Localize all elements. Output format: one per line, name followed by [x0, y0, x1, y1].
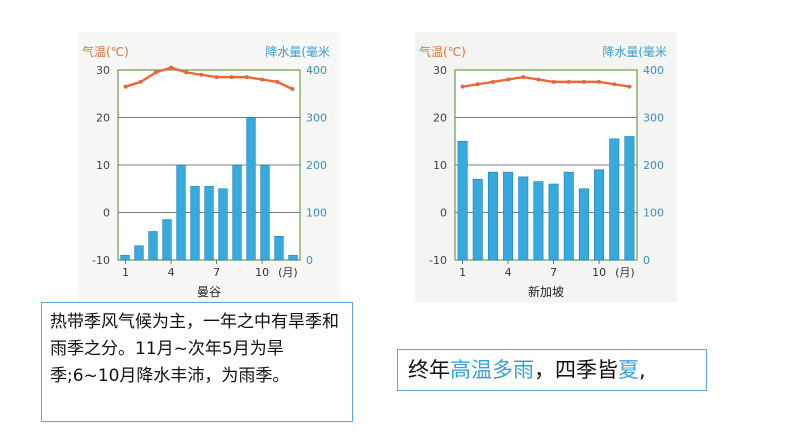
temp-line — [124, 66, 294, 91]
chart-title: 曼谷 — [197, 285, 221, 299]
precip-bar — [274, 235, 284, 261]
y-right-tick-label: 300 — [306, 112, 327, 125]
temp-axis-label: 气温(℃) — [419, 44, 466, 59]
bangkok-chart: 30 20 10 0 -10 400 300 200 100 0 气温(℃) 降水量(毫米 1 4 7 10(… — [78, 32, 340, 302]
temp-point — [229, 75, 234, 80]
precip-bar — [162, 219, 172, 261]
y-left-tick-label: 20 — [96, 112, 110, 125]
x-tick-label: 10 — [592, 266, 606, 279]
temp-point — [460, 84, 465, 89]
precip-bar — [594, 169, 605, 261]
y-left-tick-label: 30 — [433, 64, 447, 77]
precip-bar — [246, 117, 256, 261]
y-right-tick-label: 300 — [643, 112, 664, 125]
precip-bar — [548, 183, 559, 261]
precip-bar — [190, 186, 200, 261]
y-right-tick-label: 200 — [643, 159, 664, 172]
temp-point — [490, 79, 495, 84]
precip-bar — [134, 245, 144, 261]
y-left-tick-label: 10 — [96, 159, 110, 172]
singapore-text-part1: 终年 — [408, 358, 450, 382]
y-left-tick-label: 20 — [433, 112, 447, 125]
temp-point — [275, 79, 280, 84]
y-right-tick-label: 400 — [306, 64, 327, 77]
temp-point — [153, 70, 158, 75]
precip-bar — [503, 171, 514, 261]
singapore-chart: 30 20 10 0 -10 400 300 200 100 0 气温(℃) 降水量(毫米 1 4 7 10(… — [415, 32, 677, 302]
precip-bar — [518, 176, 529, 261]
temp-line — [461, 75, 631, 88]
x-tick-label: 4 — [168, 266, 175, 279]
y-left-tick-label: 0 — [103, 207, 110, 220]
bangkok-climate-description: 热带季风气候为主，一年之中有旱季和雨季之分。11月~次年5月为旱季;6~10月降… — [41, 302, 353, 422]
x-tick-label: 1 — [459, 266, 466, 279]
temp-point — [551, 79, 556, 84]
x-unit-label: (月) — [615, 266, 635, 279]
x-tick-label: 7 — [213, 266, 220, 279]
singapore-text-highlight-hot-rainy: 高温多雨 — [450, 358, 534, 382]
singapore-climate-description: 终年高温多雨，四季皆夏, — [397, 349, 707, 391]
precip-bar — [176, 164, 186, 261]
temp-point — [475, 82, 480, 87]
temp-point — [138, 79, 143, 84]
temp-point — [506, 77, 511, 82]
x-tick-label: 4 — [505, 266, 512, 279]
x-tick-label: 10 — [255, 266, 269, 279]
y-left-tick-label: 30 — [96, 64, 110, 77]
y-left-tick-label: -10 — [429, 254, 447, 267]
temp-point — [536, 77, 541, 82]
precip-bar — [260, 164, 270, 261]
precip-bar — [204, 186, 214, 261]
y-right-tick-label: 0 — [306, 254, 313, 267]
temp-point — [597, 79, 602, 84]
singapore-text-part5: , — [639, 358, 646, 382]
y-right-tick-label: 400 — [643, 64, 664, 77]
y-left-tick-label: 10 — [433, 159, 447, 172]
precip-bar — [232, 164, 242, 261]
precip-bar — [120, 254, 130, 261]
x-tick-label: 7 — [550, 266, 557, 279]
precip-bar — [487, 171, 498, 261]
temp-axis-label: 气温(℃) — [82, 44, 129, 59]
temp-point — [184, 70, 189, 75]
temp-point — [566, 79, 571, 84]
y-right-tick-label: 200 — [306, 159, 327, 172]
chart-title: 新加坡 — [528, 284, 564, 299]
singapore-text-highlight-summer: 夏 — [618, 358, 639, 382]
precip-bar — [609, 138, 620, 261]
y-right-tick-label: 100 — [306, 207, 327, 220]
precip-axis-label: 降水量(毫米 — [602, 44, 667, 59]
precip-bar — [288, 254, 298, 261]
precip-bar — [218, 188, 228, 261]
temp-point — [627, 84, 632, 89]
bangkok-climate-text: 热带季风气候为主，一年之中有旱季和雨季之分。11月~次年5月为旱季;6~10月降… — [50, 312, 339, 386]
precip-bar — [624, 136, 635, 261]
temp-point — [214, 75, 219, 80]
precip-bar — [578, 188, 589, 261]
temp-point — [244, 75, 249, 80]
precip-bar — [472, 178, 483, 261]
precip-bar — [533, 181, 544, 261]
x-tick-label: 1 — [122, 266, 129, 279]
precip-bar — [148, 231, 158, 261]
temp-point — [169, 65, 174, 70]
y-right-tick-label: 100 — [643, 207, 664, 220]
temp-point — [260, 77, 265, 82]
y-left-tick-label: -10 — [92, 254, 110, 267]
y-left-tick-label: 0 — [440, 207, 447, 220]
temp-point — [199, 72, 204, 77]
temp-point — [612, 82, 617, 87]
x-unit-label: (月) — [278, 266, 298, 279]
precip-bar — [563, 171, 574, 261]
temp-point — [290, 87, 295, 91]
precip-bar — [457, 140, 468, 261]
temp-point — [521, 75, 526, 80]
y-right-tick-label: 0 — [643, 254, 650, 267]
temp-point — [123, 84, 128, 89]
temp-point — [581, 79, 586, 84]
singapore-text-part3: ，四季皆 — [534, 358, 618, 382]
precip-axis-label: 降水量(毫米 — [265, 44, 330, 59]
